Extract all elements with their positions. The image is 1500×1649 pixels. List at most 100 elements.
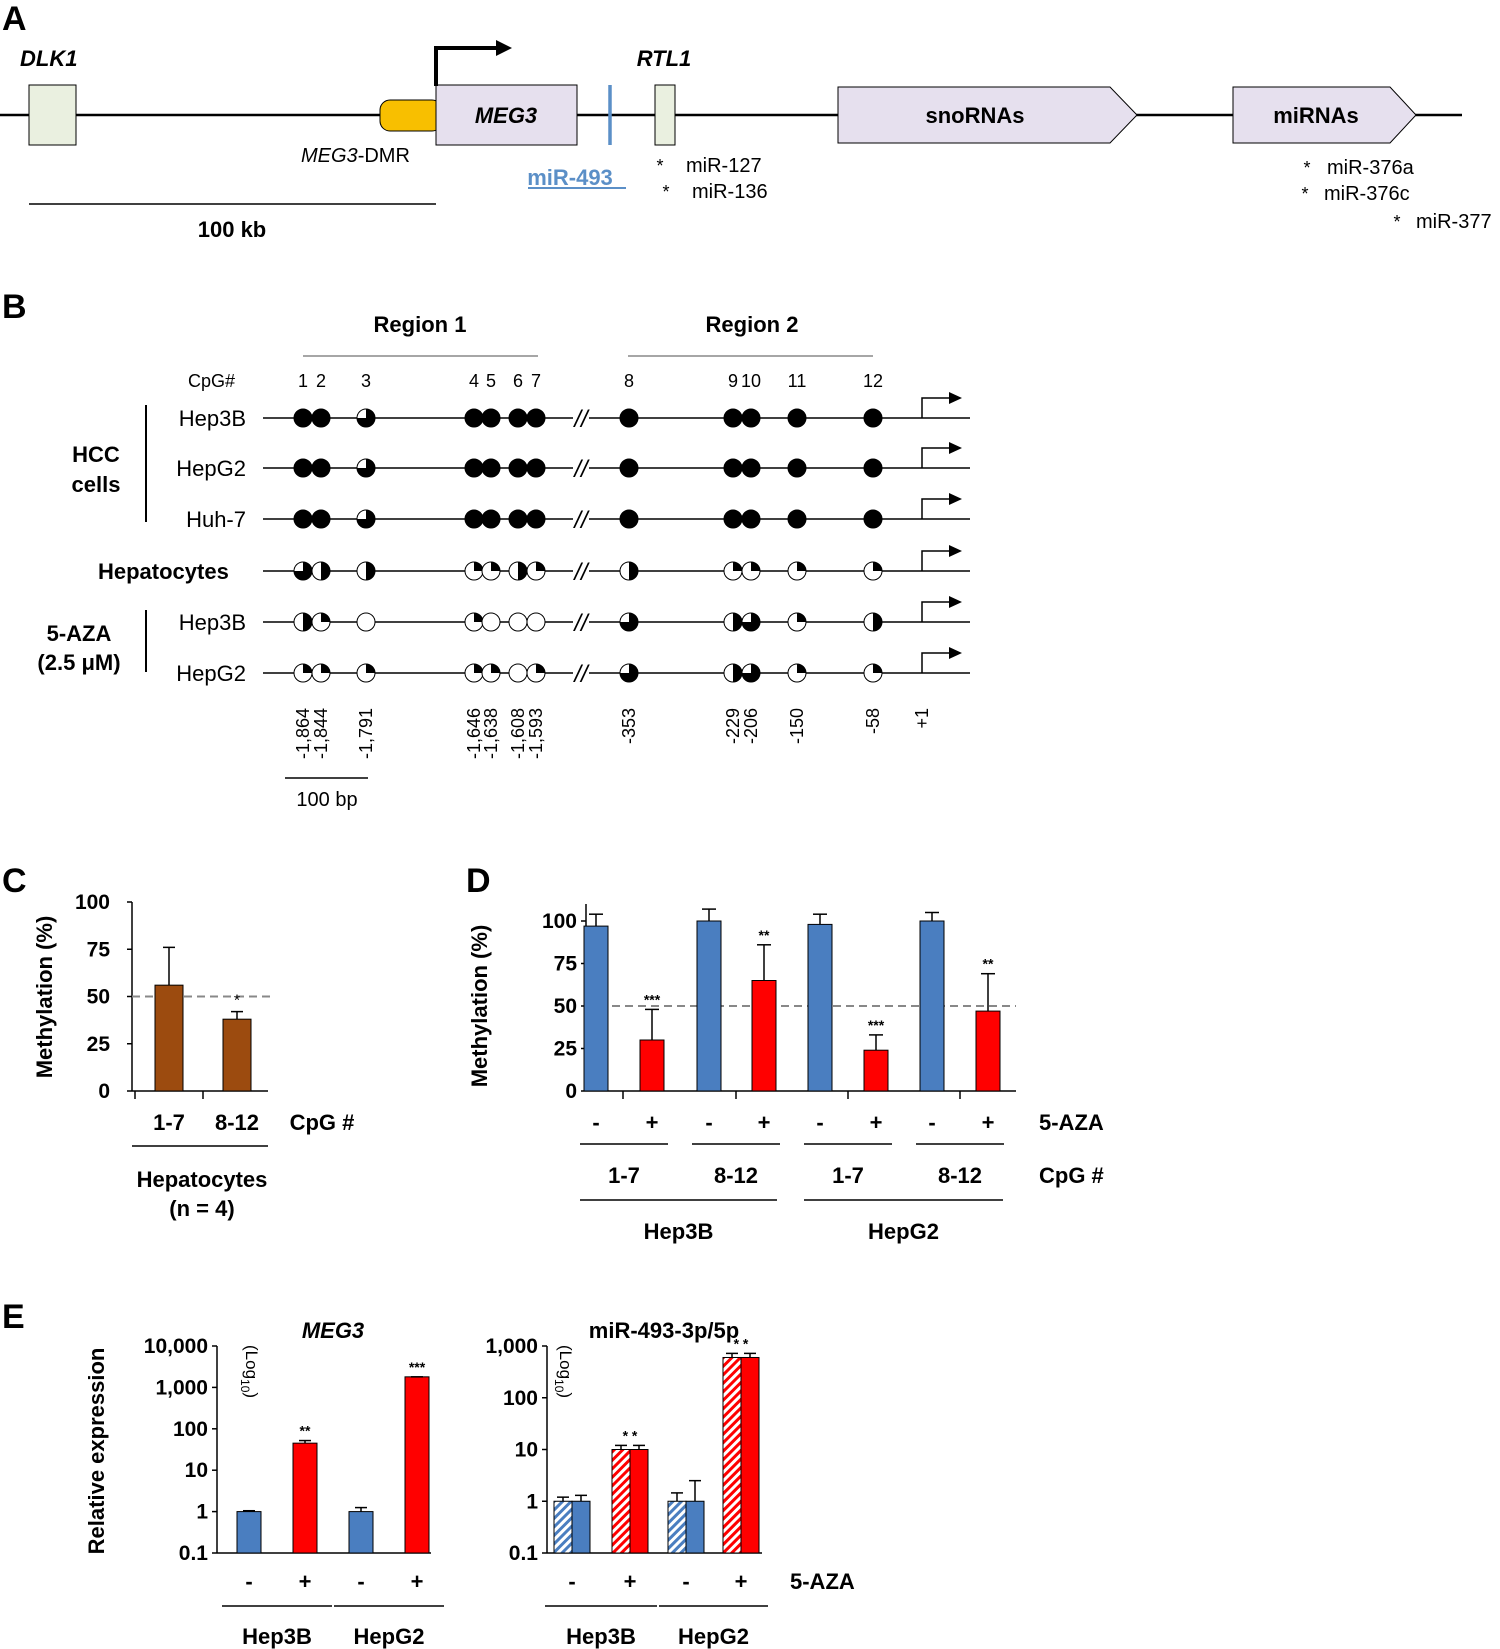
cpg-numbers: 1 2 3 4 5 6 7 8 9 10 11 12 bbox=[298, 371, 883, 391]
y-tick-label: 25 bbox=[554, 1038, 578, 1061]
cpg-number: 10 bbox=[741, 371, 761, 391]
significance-mark: ** bbox=[983, 956, 994, 972]
break-gap bbox=[573, 610, 589, 634]
snornas-box bbox=[837, 86, 1138, 144]
cpg-position: -1,593 bbox=[526, 708, 546, 759]
significance-mark: * * bbox=[734, 1335, 749, 1351]
treatment-sign: - bbox=[592, 1110, 599, 1135]
cpg-number: 1 bbox=[298, 371, 308, 391]
cpg-methylated-fraction bbox=[873, 562, 882, 571]
cpg-site bbox=[787, 408, 807, 428]
cpg-methylated-fraction bbox=[303, 613, 312, 631]
cpg-site bbox=[311, 458, 331, 478]
cpg-row: HepG2 // bbox=[176, 647, 970, 688]
cell-line-label: Hep3B bbox=[179, 406, 246, 431]
panel-e: E Relative expression MEG3 miR-493-3p/5p… bbox=[2, 1298, 855, 1649]
group-hepatocytes-label: Hepatocytes bbox=[98, 559, 229, 584]
cpg-site bbox=[863, 458, 883, 478]
panel-a: A DLK1 MEG3-DMR MEG3 miR-493 RTL1 * miR-… bbox=[0, 0, 1492, 242]
mir136-label: miR-136 bbox=[692, 181, 768, 203]
scale-label-100kb: 100 kb bbox=[198, 217, 267, 242]
tss-arrowhead-icon bbox=[949, 596, 962, 608]
cpg-site bbox=[481, 408, 501, 428]
cell-line-label: Hep3B bbox=[644, 1219, 714, 1244]
cpg-row: Hep3B // bbox=[179, 596, 970, 637]
bar bbox=[863, 1049, 889, 1092]
y-tick-label: 10 bbox=[185, 1459, 208, 1482]
treatment-sign: + bbox=[758, 1110, 771, 1135]
cpg-site bbox=[481, 458, 501, 478]
cell-line-label: HepG2 bbox=[176, 661, 246, 686]
cpg-positions: -1,864-1,844 -1,791 -1,646-1,638 -1,608-1,5… bbox=[293, 708, 932, 759]
cpg-methylated-fraction bbox=[366, 664, 375, 673]
tss-arrow-icon bbox=[921, 550, 950, 571]
y-tick-label: 10 bbox=[515, 1439, 538, 1462]
cpg-site bbox=[311, 408, 331, 428]
cpg-methylated-fraction bbox=[536, 562, 545, 571]
cpg-position: -1,638 bbox=[481, 708, 501, 759]
cpg-position: -1,608 bbox=[508, 708, 528, 759]
cpg-site bbox=[293, 408, 313, 428]
cpg-number: 12 bbox=[863, 371, 883, 391]
rtl1-box bbox=[654, 84, 676, 146]
cpg-methylated-fraction bbox=[357, 409, 375, 427]
break-mark: // bbox=[572, 661, 590, 688]
y-tick-label: 100 bbox=[173, 1418, 208, 1441]
bar bbox=[222, 1018, 252, 1092]
cpg-methylated-fraction bbox=[321, 562, 330, 580]
cpg-site bbox=[723, 509, 743, 529]
cpg-methylated-fraction bbox=[742, 664, 760, 682]
break-mark: // bbox=[572, 507, 590, 534]
y-tick-label: 0.1 bbox=[179, 1542, 209, 1565]
cpg-header: CpG# bbox=[188, 371, 235, 391]
panel-b-label: B bbox=[2, 288, 27, 326]
cpg-methylated-fraction bbox=[620, 664, 638, 682]
tss-arrow-icon bbox=[921, 498, 950, 519]
y-tick-label: 75 bbox=[87, 938, 111, 961]
treatment-sign: + bbox=[299, 1569, 312, 1594]
y-tick-label: 1,000 bbox=[155, 1376, 208, 1399]
y-tick-label: 50 bbox=[554, 995, 577, 1018]
cpg-methylated-fraction bbox=[294, 562, 312, 580]
cpg-site bbox=[464, 509, 484, 529]
break-gap bbox=[573, 559, 589, 583]
cpg-site bbox=[787, 458, 807, 478]
break-mark: // bbox=[572, 406, 590, 433]
cpg-number: 6 bbox=[513, 371, 523, 391]
cpg-number: 9 bbox=[728, 371, 738, 391]
treatment-sign: + bbox=[870, 1110, 883, 1135]
dlk1-box bbox=[28, 84, 77, 146]
cpg-methylation-rows: Hep3B // HepG2 // Huh-7 // // Hep3B // HepG2 // bbox=[176, 392, 970, 688]
cpg-methylated-fraction bbox=[474, 562, 483, 571]
cell-line-label: HepG2 bbox=[868, 1219, 939, 1244]
panel-d-chart: 0 25 50 75 100 - *** + - ** + - *** + - ** +1-7 8-12 1-7 8-… bbox=[542, 904, 1016, 1244]
cpg-row: // bbox=[263, 545, 970, 586]
panel-d-ylabel: Methylation (%) bbox=[467, 925, 492, 1088]
y-tick-label: 50 bbox=[87, 986, 110, 1009]
cpg-site bbox=[481, 509, 501, 529]
meg3-dmr-label: MEG3-DMR bbox=[301, 145, 410, 167]
bar bbox=[751, 980, 777, 1092]
cpg-methylated-fraction bbox=[751, 562, 760, 571]
cpg-number: 11 bbox=[788, 371, 807, 391]
cpg-position: -1,844 bbox=[311, 708, 331, 759]
group-aza-line2: (2.5 μM) bbox=[37, 650, 120, 675]
tss-arrowhead-icon bbox=[949, 442, 962, 454]
cpg-site bbox=[508, 458, 528, 478]
break-mark: // bbox=[572, 559, 590, 586]
panel-c-chart: 0 25 50 75 100 1-7 * 8-12 bbox=[75, 891, 272, 1135]
cpg-position: -1,864 bbox=[293, 708, 313, 759]
bar bbox=[722, 1356, 742, 1554]
panel-e-label: E bbox=[2, 1298, 25, 1336]
cpg-number: 5 bbox=[486, 371, 496, 391]
y-tick-label: 75 bbox=[554, 953, 578, 976]
bar bbox=[292, 1442, 318, 1554]
break-mark: // bbox=[572, 610, 590, 637]
cpg-methylated-fraction bbox=[491, 562, 500, 571]
snornas-label: snoRNAs bbox=[925, 103, 1024, 128]
treatment-sign: + bbox=[646, 1110, 659, 1135]
panel-d: D Methylation (%) 0 25 50 75 100 - *** + - ** + - **… bbox=[466, 862, 1104, 1244]
cpg-site bbox=[508, 408, 528, 428]
significance-mark: * * bbox=[623, 1427, 638, 1443]
cpg-site bbox=[741, 458, 761, 478]
